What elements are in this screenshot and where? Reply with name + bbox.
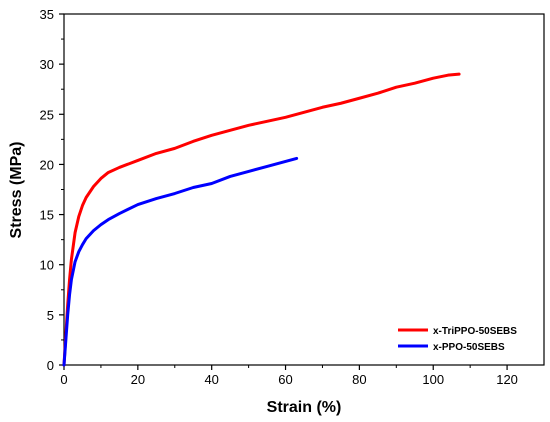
y-tick-label: 30 [40,57,54,72]
y-tick-label: 5 [47,308,54,323]
series-layer [62,72,461,367]
x-tick-label: 120 [496,372,518,387]
x-tick-label: 60 [278,372,292,387]
axis-ticks: 0 20 40 60 80 100 120 0 5 10 15 20 25 30 35 [40,7,518,387]
legend-label-series-1: x-TriPPO-50SEBS [433,326,517,337]
y-axis-title: Stress (MPa) [8,142,25,239]
y-tick-label: 0 [47,358,54,373]
x-tick-label: 80 [352,372,366,387]
x-tick-label: 100 [422,372,444,387]
plot-frame [63,13,545,366]
legend: x-TriPPO-50SEBS x-PPO-50SEBS [398,326,517,353]
x-axis-title: Strain (%) [267,399,342,416]
x-tick-label: 20 [131,372,145,387]
y-tick-label: 15 [40,208,54,223]
x-tick-label: 40 [204,372,218,387]
y-tick-label: 20 [40,157,54,172]
series-line-2 [62,156,299,367]
y-tick-label: 10 [40,258,54,273]
legend-label-series-2: x-PPO-50SEBS [433,342,505,353]
y-tick-label: 25 [40,107,54,122]
y-tick-label: 35 [40,7,54,22]
series-line-1 [62,72,461,367]
x-tick-label: 0 [60,372,67,387]
